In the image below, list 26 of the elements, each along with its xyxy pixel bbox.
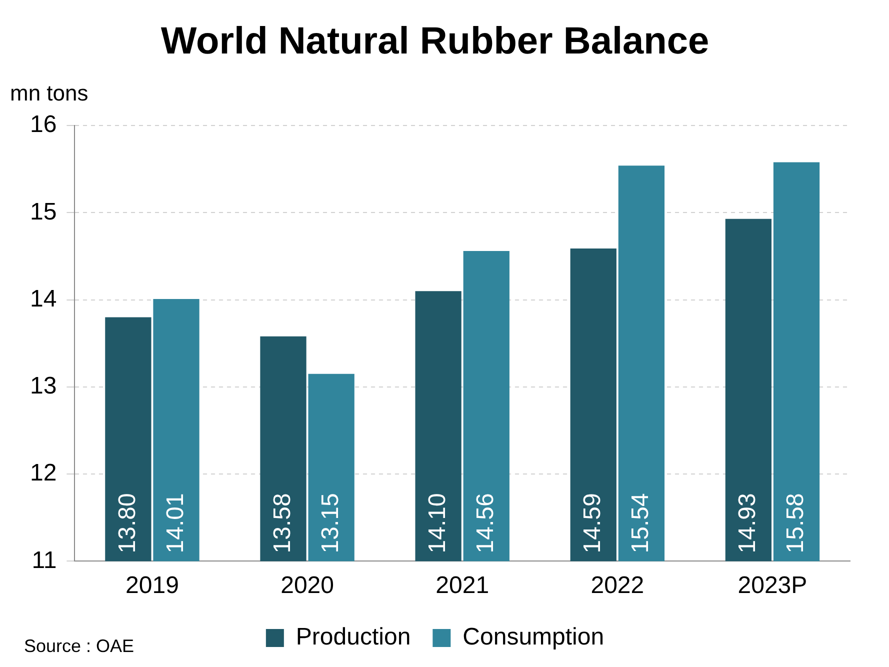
data-label: 15.58 <box>782 493 810 554</box>
data-label: 14.10 <box>424 493 451 554</box>
x-tick-label: 2021 <box>436 572 490 600</box>
y-tick-label: 11 <box>32 546 57 574</box>
data-label: 13.58 <box>268 493 296 554</box>
data-label: 13.15 <box>316 493 344 554</box>
data-label: 14.59 <box>579 493 606 554</box>
x-tick-label: 2023P <box>738 572 808 600</box>
data-label: 15.54 <box>627 493 654 554</box>
x-tick-label: 2022 <box>590 572 644 600</box>
x-tick-label: 2020 <box>280 572 334 600</box>
y-tick-label: 13 <box>30 372 57 400</box>
legend-label: Consumption <box>462 624 604 651</box>
y-axis-title: mn tons <box>10 80 88 106</box>
data-label: 14.56 <box>472 493 500 554</box>
data-label: 14.93 <box>734 493 762 554</box>
y-tick-label: 12 <box>30 460 57 487</box>
data-label: 13.80 <box>114 493 141 554</box>
y-tick-label: 14 <box>30 285 57 312</box>
data-label: 14.01 <box>162 493 189 554</box>
chart-title: World Natural Rubber Balance <box>160 20 710 62</box>
y-tick-label: 16 <box>30 111 57 138</box>
legend-label: Production <box>296 624 411 651</box>
source-note: Source : OAE <box>24 636 134 656</box>
x-tick-label: 2019 <box>126 572 179 600</box>
y-tick-label: 15 <box>30 198 57 226</box>
